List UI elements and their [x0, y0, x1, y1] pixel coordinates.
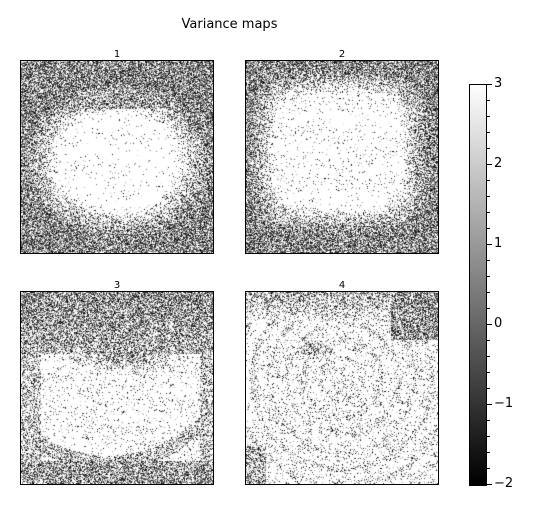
colorbar-major-tick [487, 244, 492, 245]
colorbar-minor-tick [487, 148, 490, 149]
figure-title: Variance maps [181, 17, 278, 32]
colorbar-minor-tick [487, 468, 490, 469]
variance-map-1-image [20, 60, 214, 254]
colorbar-minor-tick [487, 388, 490, 389]
colorbar-minor-tick [487, 340, 490, 341]
colorbar-major-tick [487, 84, 492, 85]
panel-2-title: 2 [338, 49, 346, 60]
colorbar-tick-label: 3 [494, 76, 503, 91]
panel-1-title: 1 [113, 49, 121, 60]
colorbar-major-tick [487, 404, 492, 405]
colorbar-minor-tick [487, 212, 490, 213]
variance-map-3-image [20, 291, 214, 485]
colorbar-tick-label: −2 [494, 476, 514, 491]
colorbar-minor-tick [487, 196, 490, 197]
variance-map-panel-1: 1 [20, 50, 214, 254]
colorbar-minor-tick [487, 100, 490, 101]
colorbar-major-tick [487, 484, 492, 485]
colorbar-minor-tick [487, 228, 490, 229]
colorbar: 3 2 1 0 −1 −2 [469, 77, 513, 490]
colorbar-major-tick [487, 164, 492, 165]
variance-map-panel-3: 3 [20, 281, 214, 485]
variance-map-panel-2: 2 [245, 50, 439, 254]
variance-map-panel-4: 4 [245, 281, 439, 485]
colorbar-minor-tick [487, 260, 490, 261]
colorbar-minor-tick [487, 276, 490, 277]
colorbar-minor-tick [487, 452, 490, 453]
colorbar-minor-tick [487, 308, 490, 309]
colorbar-tick-label: 1 [494, 236, 503, 251]
panel-4-title: 4 [338, 280, 346, 291]
colorbar-tick-label: 2 [494, 156, 503, 171]
colorbar-minor-tick [487, 436, 490, 437]
colorbar-tick-label: 0 [494, 316, 503, 331]
colorbar-minor-tick [487, 132, 490, 133]
colorbar-tick-label: −1 [494, 396, 514, 411]
panel-3-title: 3 [113, 280, 121, 291]
colorbar-minor-tick [487, 356, 490, 357]
colorbar-minor-tick [487, 180, 490, 181]
variance-map-4-image [245, 291, 439, 485]
colorbar-minor-tick [487, 372, 490, 373]
colorbar-gradient [469, 84, 487, 486]
colorbar-major-tick [487, 324, 492, 325]
colorbar-minor-tick [487, 292, 490, 293]
colorbar-minor-tick [487, 116, 490, 117]
colorbar-minor-tick [487, 420, 490, 421]
variance-map-2-image [245, 60, 439, 254]
